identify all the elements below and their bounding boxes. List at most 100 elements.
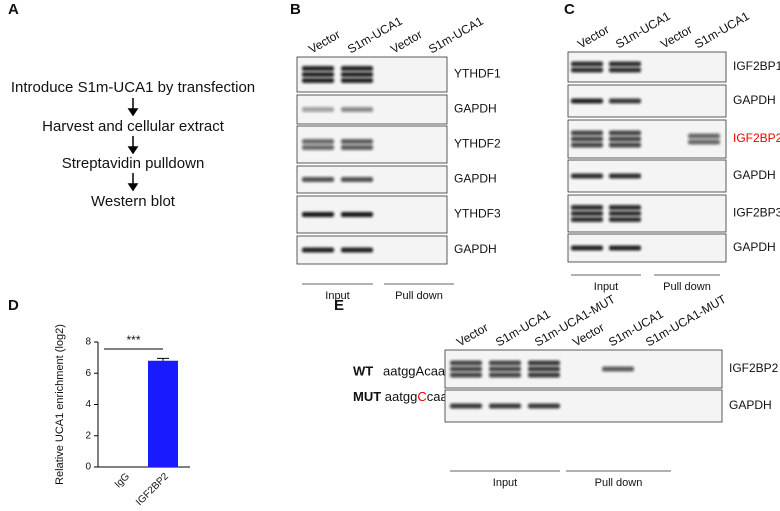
band bbox=[609, 130, 641, 136]
y-tick-label: 2 bbox=[85, 430, 91, 441]
band bbox=[528, 372, 560, 378]
blot-box bbox=[444, 389, 723, 423]
band bbox=[302, 107, 334, 112]
bar bbox=[148, 360, 178, 467]
band bbox=[609, 67, 641, 73]
band bbox=[489, 360, 521, 366]
lane-label: S1m-UCA1 bbox=[692, 9, 752, 52]
band bbox=[489, 372, 521, 378]
band bbox=[571, 211, 603, 216]
y-tick-label: 8 bbox=[85, 337, 91, 348]
group-label: Input bbox=[325, 290, 349, 302]
band bbox=[302, 139, 334, 144]
group-label: Input bbox=[594, 281, 618, 293]
band bbox=[609, 136, 641, 142]
panel-label: C bbox=[564, 1, 575, 18]
band bbox=[609, 142, 641, 148]
arrows bbox=[127, 98, 139, 192]
band bbox=[609, 173, 641, 179]
row-label: GAPDH bbox=[454, 102, 497, 116]
y-tick-label: 4 bbox=[85, 399, 91, 410]
row-label: IGF2BP2 bbox=[733, 131, 780, 145]
row-label: IGF2BP3 bbox=[733, 206, 780, 220]
band bbox=[571, 130, 603, 136]
band bbox=[609, 245, 641, 251]
lane-label: Vector bbox=[658, 22, 694, 51]
row-label: GAPDH bbox=[733, 240, 776, 254]
row-label: GAPDH bbox=[454, 172, 497, 186]
mut-base: C bbox=[417, 389, 426, 404]
band bbox=[341, 72, 373, 77]
band bbox=[528, 403, 560, 409]
error-bar bbox=[157, 357, 169, 361]
row-label: YTHDF2 bbox=[454, 137, 501, 151]
blot-box bbox=[567, 51, 727, 83]
band bbox=[302, 247, 334, 253]
band bbox=[302, 177, 334, 182]
row-label: IGF2BP1 bbox=[733, 59, 780, 73]
band bbox=[571, 173, 603, 179]
mut-sequence: aatgg bbox=[385, 389, 418, 404]
band bbox=[341, 66, 373, 71]
band bbox=[571, 61, 603, 67]
band bbox=[528, 366, 560, 372]
row-label: YTHDF3 bbox=[454, 207, 501, 221]
wt-sequence: aatggAcaaca bbox=[383, 363, 460, 378]
band bbox=[571, 245, 603, 251]
step: Streptavidin pulldown bbox=[62, 155, 205, 172]
panel-label: A bbox=[8, 1, 19, 18]
wt-label: WT bbox=[353, 363, 373, 378]
band bbox=[571, 142, 603, 148]
band bbox=[571, 67, 603, 73]
band bbox=[450, 403, 482, 409]
row-label: GAPDH bbox=[729, 398, 772, 412]
band bbox=[528, 360, 560, 366]
band bbox=[688, 139, 720, 145]
band bbox=[450, 360, 482, 366]
band bbox=[609, 211, 641, 216]
y-tick-label: 0 bbox=[85, 462, 91, 473]
band bbox=[341, 177, 373, 182]
band bbox=[571, 136, 603, 142]
band bbox=[341, 139, 373, 144]
panel-label: D bbox=[8, 297, 19, 314]
band bbox=[302, 78, 334, 83]
row-label: IGF2BP2 bbox=[729, 361, 779, 375]
y-tick-label: 6 bbox=[85, 368, 91, 379]
band bbox=[341, 107, 373, 112]
group-label: Input bbox=[493, 477, 517, 489]
band bbox=[571, 217, 603, 222]
x-tick-label: IGF2BP2 bbox=[134, 471, 171, 508]
band bbox=[609, 98, 641, 104]
blot-box bbox=[296, 125, 448, 164]
band bbox=[609, 205, 641, 210]
band bbox=[341, 145, 373, 150]
band bbox=[302, 66, 334, 71]
significance: *** bbox=[126, 333, 140, 347]
row-label: GAPDH bbox=[454, 242, 497, 256]
row-label: GAPDH bbox=[733, 93, 776, 107]
mut-label: MUT bbox=[353, 389, 381, 404]
band bbox=[602, 366, 634, 372]
lane-label: Vector bbox=[575, 22, 611, 51]
band bbox=[489, 366, 521, 372]
band bbox=[450, 372, 482, 378]
band bbox=[688, 133, 720, 139]
band bbox=[302, 72, 334, 77]
band bbox=[571, 205, 603, 210]
lane-label: S1m-UCA1 bbox=[426, 14, 486, 57]
group-label: Pull down bbox=[395, 290, 443, 302]
x-tick-label: IgG bbox=[113, 471, 132, 490]
band bbox=[609, 61, 641, 67]
lane-label: Vector bbox=[306, 27, 342, 56]
band bbox=[302, 212, 334, 217]
panel-label: B bbox=[290, 1, 301, 18]
band bbox=[341, 212, 373, 217]
band bbox=[489, 403, 521, 409]
row-label: GAPDH bbox=[733, 168, 776, 182]
band bbox=[302, 145, 334, 150]
row-label: YTHDF1 bbox=[454, 67, 501, 81]
step: Harvest and cellular extract bbox=[42, 118, 225, 135]
band bbox=[341, 78, 373, 83]
